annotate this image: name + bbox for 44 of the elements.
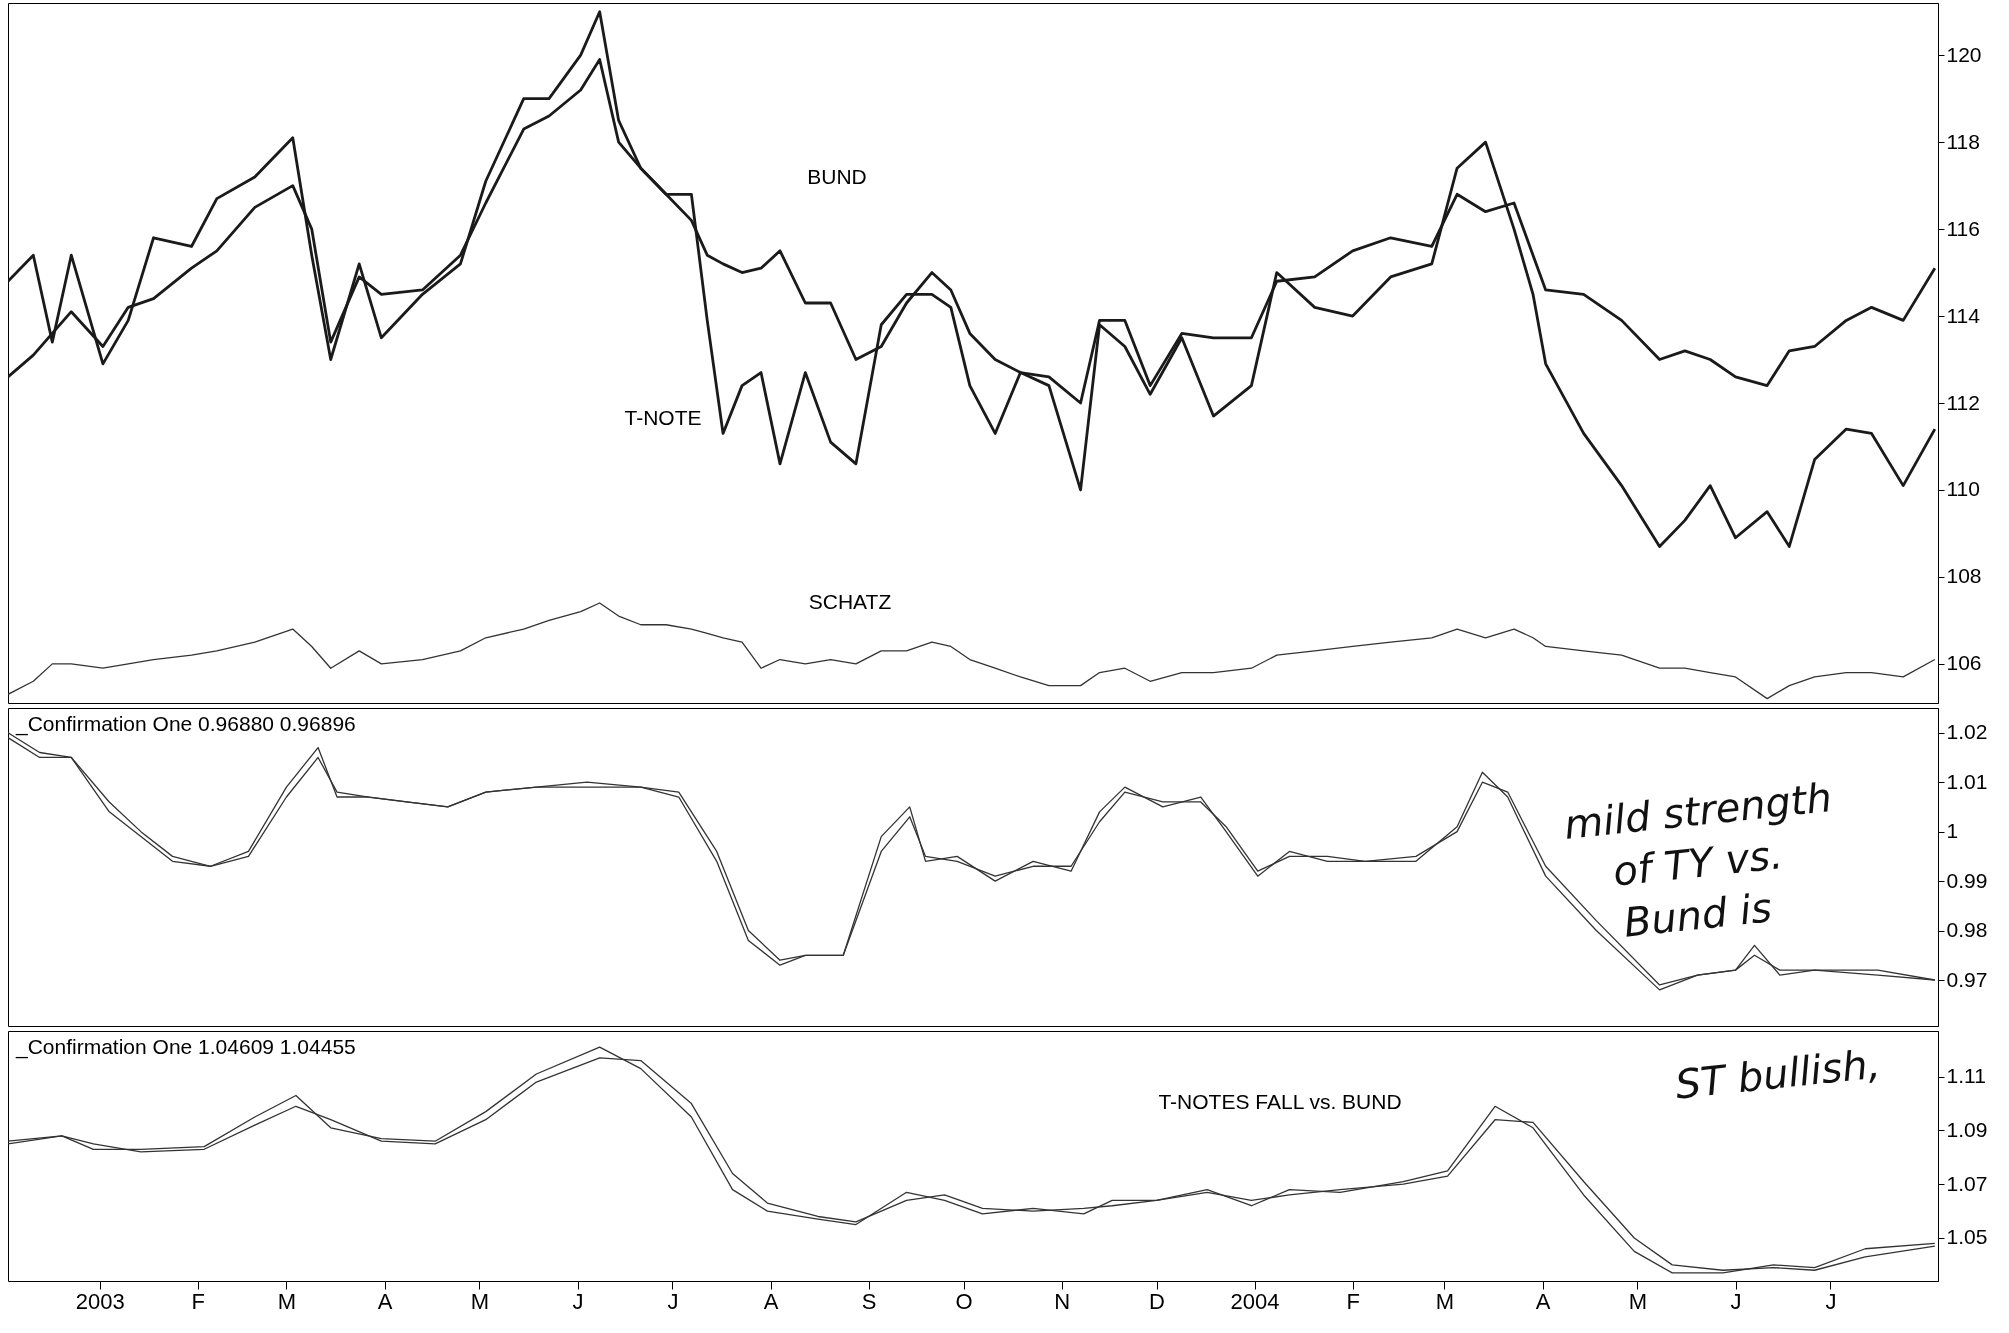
x-tick-label: N [1054, 1288, 1071, 1314]
x-tick-label: A [377, 1288, 393, 1314]
y-tick-label: 1.11 [1946, 1064, 1986, 1088]
x-tick-label: J [572, 1288, 584, 1314]
y-tick-label: 118 [1946, 129, 1980, 153]
x-tick-label: J [1825, 1288, 1837, 1314]
annotation: BUND [807, 165, 867, 188]
x-tick-label: A [1535, 1288, 1551, 1314]
x-tick-label: 2003 [75, 1288, 125, 1314]
x-tick-label: D [1149, 1288, 1165, 1314]
y-tick-label: 1.07 [1946, 1171, 1988, 1195]
y-tick-label: 0.98 [1946, 918, 1988, 942]
x-tick-label: J [1730, 1288, 1742, 1314]
x-tick-label: F [1346, 1288, 1360, 1314]
y-tick-label: 1.01 [1946, 769, 1988, 793]
y-tick-label: 1 [1946, 819, 1959, 843]
y-tick-label: 110 [1946, 477, 1980, 501]
x-tick-label: 2004 [1230, 1288, 1280, 1314]
x-tick-label: M [1628, 1288, 1648, 1314]
y-tick-label: 0.97 [1946, 967, 1988, 991]
x-tick-label: A [763, 1288, 779, 1314]
annotation: T-NOTE [624, 406, 702, 429]
x-tick-label: F [191, 1288, 206, 1314]
y-tick-label: 120 [1946, 42, 1982, 66]
x-tick-label: J [667, 1288, 679, 1314]
y-tick-label: 116 [1946, 216, 1980, 240]
y-tick-label: 106 [1946, 651, 1982, 675]
annotation: T-NOTES FALL vs. BUND [1158, 1090, 1402, 1113]
x-tick-label: M [470, 1288, 490, 1314]
y-tick-label: 112 [1946, 390, 1980, 414]
chart-title: _Confirmation One 0.96880 0.96896 [15, 712, 356, 736]
y-tick-label: 0.99 [1946, 868, 1988, 892]
annotation: ST bullish, [1673, 1040, 1883, 1108]
x-tick-label: M [277, 1288, 297, 1314]
chart-title: _Confirmation One 1.04609 1.04455 [15, 1035, 356, 1059]
x-tick-label: S [861, 1288, 877, 1314]
y-tick-label: 114 [1946, 303, 1981, 327]
x-tick-label: O [955, 1288, 973, 1314]
x-tick-label: M [1435, 1288, 1455, 1314]
y-tick-label: 1.09 [1946, 1117, 1988, 1141]
y-tick-label: 108 [1946, 564, 1982, 588]
y-tick-label: 1.02 [1946, 720, 1988, 744]
annotation: SCHATZ [808, 590, 892, 613]
y-tick-label: 1.05 [1946, 1225, 1988, 1249]
